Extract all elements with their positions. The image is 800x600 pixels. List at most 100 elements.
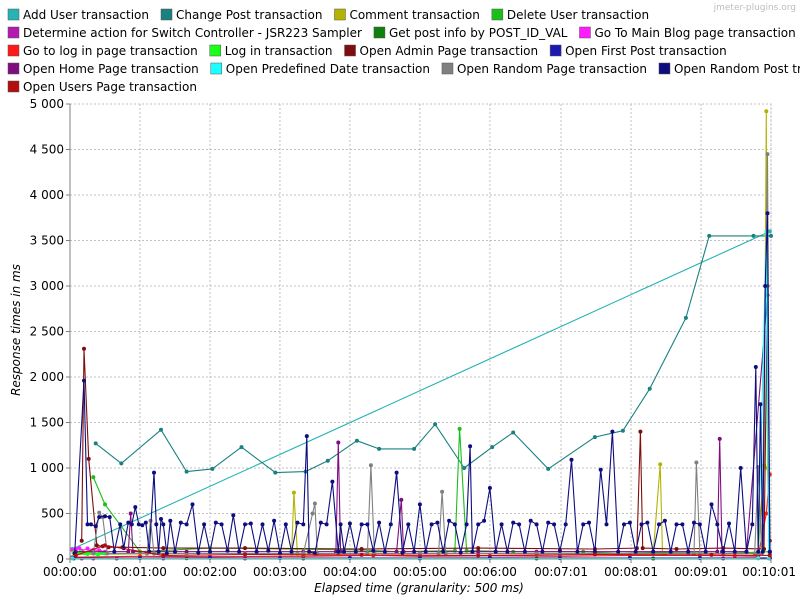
data-point bbox=[657, 522, 661, 527]
data-point bbox=[662, 518, 667, 523]
data-point bbox=[604, 522, 609, 527]
legend-item: Go To Main Blog page transaction bbox=[579, 26, 796, 40]
data-point bbox=[581, 522, 586, 527]
series bbox=[72, 211, 772, 556]
data-point bbox=[97, 515, 102, 520]
data-point bbox=[126, 520, 131, 525]
data-point bbox=[764, 511, 769, 516]
data-point bbox=[692, 520, 696, 525]
data-point bbox=[752, 551, 757, 556]
data-point bbox=[85, 552, 90, 556]
y-axis-title: Response times in ms bbox=[9, 264, 23, 396]
data-point bbox=[552, 522, 557, 527]
x-tick-label: 00:05:00 bbox=[393, 565, 447, 579]
data-point bbox=[511, 430, 516, 435]
legend-swatch bbox=[7, 80, 20, 93]
data-point bbox=[764, 109, 769, 114]
series-line bbox=[95, 235, 771, 474]
y-tick-label: 5 000 bbox=[30, 97, 64, 111]
data-point bbox=[639, 522, 644, 527]
y-tick-label: 0 bbox=[56, 552, 64, 566]
data-point bbox=[77, 546, 82, 551]
data-point bbox=[143, 520, 148, 525]
x-tick-label: 00:02:00 bbox=[183, 565, 237, 579]
data-point bbox=[85, 522, 90, 527]
data-point bbox=[184, 522, 189, 527]
data-point bbox=[674, 522, 679, 527]
data-point bbox=[289, 549, 294, 554]
x-tick-label: 00:04:00 bbox=[323, 565, 377, 579]
data-point bbox=[196, 550, 201, 555]
data-point bbox=[620, 428, 625, 433]
data-point bbox=[441, 549, 446, 554]
data-point bbox=[342, 549, 347, 554]
data-point bbox=[359, 552, 364, 557]
data-point bbox=[365, 522, 370, 527]
data-point bbox=[697, 522, 702, 527]
data-point bbox=[429, 522, 434, 527]
series-layer bbox=[70, 109, 773, 561]
legend-swatch bbox=[579, 26, 591, 39]
legend-label: Open Predefined Date transaction bbox=[226, 62, 430, 76]
y-tick-label: 3 000 bbox=[30, 279, 64, 293]
data-point bbox=[266, 548, 271, 553]
y-tick-label: 2 500 bbox=[30, 325, 64, 339]
legend-item: Open Predefined Date transaction bbox=[210, 62, 430, 76]
legend-item: Log in transaction bbox=[209, 44, 333, 58]
legend-swatch bbox=[549, 44, 562, 57]
legend-item: Open Random Post transaction bbox=[658, 62, 800, 76]
data-point bbox=[767, 229, 772, 234]
data-point bbox=[208, 549, 212, 554]
data-point bbox=[717, 436, 722, 441]
data-point bbox=[371, 548, 376, 553]
data-point bbox=[85, 546, 90, 551]
legend-item: Add User transaction bbox=[7, 8, 149, 22]
data-point bbox=[694, 460, 699, 465]
data-point bbox=[668, 549, 673, 554]
data-point bbox=[347, 521, 352, 526]
data-point bbox=[627, 520, 632, 525]
data-point bbox=[760, 549, 765, 554]
data-point bbox=[219, 522, 224, 527]
data-point bbox=[738, 466, 743, 470]
data-point bbox=[505, 549, 510, 554]
data-point bbox=[107, 515, 112, 520]
legend-label: Log in transaction bbox=[225, 44, 333, 58]
data-point bbox=[156, 549, 161, 554]
data-point bbox=[557, 548, 562, 553]
data-point bbox=[528, 518, 533, 523]
data-point bbox=[295, 520, 300, 525]
x-tick-label: 00:08:01 bbox=[604, 565, 658, 579]
data-point bbox=[680, 522, 685, 527]
data-point bbox=[377, 520, 382, 525]
data-point bbox=[435, 520, 440, 525]
data-point bbox=[686, 549, 691, 554]
legend-label: Open Admin Page transaction bbox=[360, 44, 539, 58]
data-point bbox=[159, 517, 163, 521]
data-point bbox=[301, 554, 306, 559]
data-point bbox=[91, 551, 96, 556]
data-point bbox=[751, 233, 756, 238]
data-point bbox=[359, 547, 364, 551]
legend-item: Go to log in page transaction bbox=[7, 44, 198, 58]
data-point bbox=[291, 490, 296, 495]
data-point bbox=[325, 458, 330, 463]
data-point bbox=[709, 502, 714, 507]
data-point bbox=[330, 479, 335, 484]
data-point bbox=[394, 470, 399, 475]
data-point bbox=[765, 152, 770, 157]
data-point bbox=[103, 502, 107, 507]
legend-item: Get post info by POST_ID_VAL bbox=[373, 26, 568, 40]
legend-swatch bbox=[334, 8, 346, 21]
data-point bbox=[592, 435, 597, 440]
legend-label: Determine action for Switch Controller -… bbox=[23, 26, 362, 40]
data-point bbox=[307, 549, 312, 554]
legend-swatch bbox=[209, 44, 221, 57]
data-point bbox=[354, 438, 359, 443]
x-tick-label: 00:07:01 bbox=[534, 565, 588, 579]
data-point bbox=[91, 475, 96, 480]
data-point bbox=[312, 501, 317, 506]
data-point bbox=[769, 233, 773, 238]
data-point bbox=[493, 549, 498, 554]
